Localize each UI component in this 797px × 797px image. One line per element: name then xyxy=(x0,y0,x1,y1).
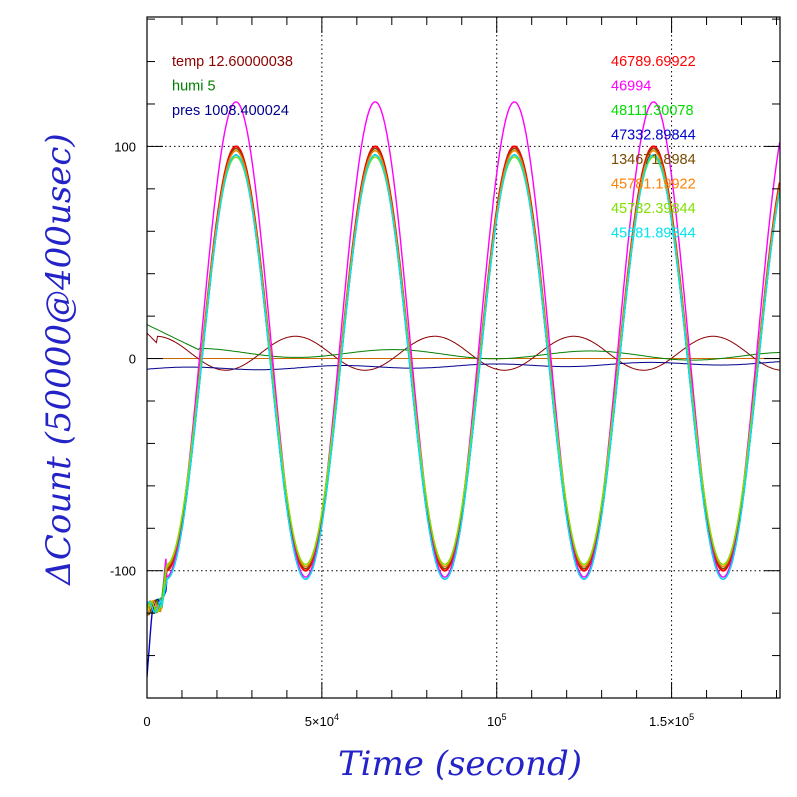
y-tick-label-1: 0 xyxy=(129,352,136,367)
env-series-humi xyxy=(147,324,780,361)
x-tick-labels: 0 5×104 105 1.5×105 xyxy=(143,712,694,729)
env-series-temp xyxy=(147,332,780,371)
legend-right-4: 134671.8984 xyxy=(611,152,696,168)
legend-right-0: 46789.69922 xyxy=(611,54,696,70)
legend-right-7: 45681.89844 xyxy=(611,226,696,242)
legend: temp 12.60000038 humi 5 pres 1008.400024 46… xyxy=(172,54,696,242)
legend-right-3: 47332.89844 xyxy=(611,128,696,144)
x-axis-label: Time (second) xyxy=(338,744,582,784)
legend-right-2: 48111.30078 xyxy=(611,103,694,119)
axis-ticks xyxy=(147,17,780,698)
legend-right-6: 45732.39844 xyxy=(611,201,696,217)
plot-frame xyxy=(146,16,781,699)
env-series-pres xyxy=(147,361,780,371)
legend-left-2: pres 1008.400024 xyxy=(172,103,289,119)
series-line-7 xyxy=(147,154,780,614)
y-tick-labels: 100 0 -100 xyxy=(110,139,136,578)
y-tick-label-2: -100 xyxy=(110,564,136,579)
legend-right-1: 46994 xyxy=(611,79,651,95)
x-tick-label-0: 0 xyxy=(143,714,150,729)
x-tick-label-3: 1.5×105 xyxy=(649,712,694,729)
x-tick-label-1: 5×104 xyxy=(305,712,339,729)
legend-left-1: humi 5 xyxy=(172,79,216,95)
legend-left-0: temp 12.60000038 xyxy=(172,54,293,70)
data-series xyxy=(147,101,780,677)
y-tick-label-0: 100 xyxy=(114,139,136,154)
environment-series xyxy=(147,324,780,371)
y-axis-label: ΔCount (50000@400usec) xyxy=(39,133,79,586)
legend-right-5: 45781.19922 xyxy=(611,177,696,193)
